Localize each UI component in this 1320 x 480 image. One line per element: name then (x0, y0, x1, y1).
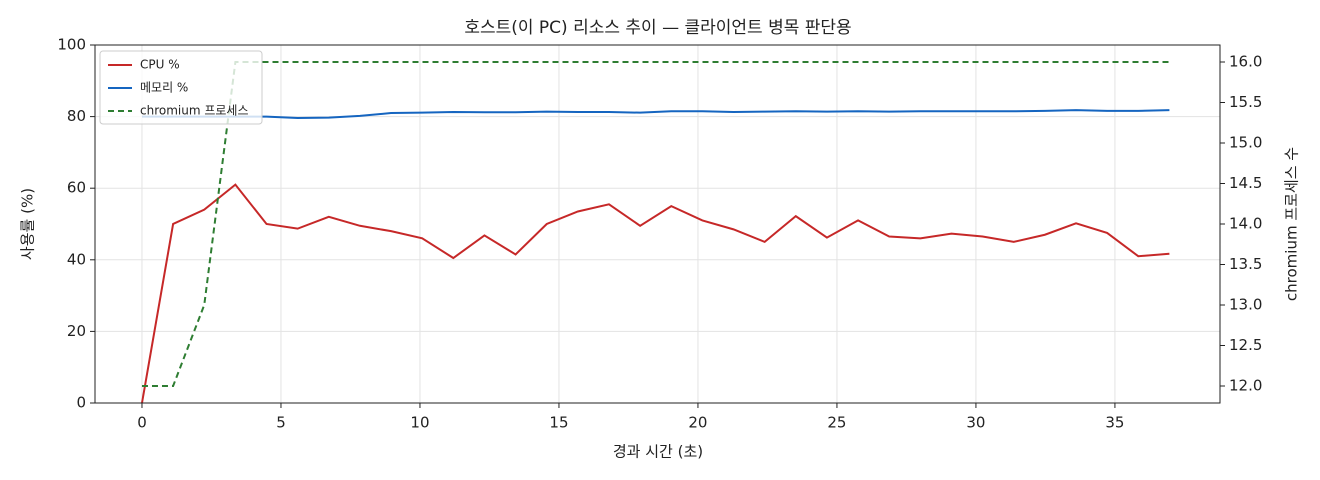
y-tick-label: 60 (67, 179, 86, 197)
plot-frame (94, 44, 1221, 404)
chart-title: 호스트(이 PC) 리소스 추이 — 클라이언트 병목 판단용 (464, 18, 851, 38)
x-tick-label: 5 (276, 414, 286, 432)
y2-axis-label: chromium 프로세스 수 (1283, 147, 1301, 301)
y-tick-label: 80 (67, 107, 86, 125)
y-tick-label: 40 (67, 250, 86, 268)
legend-label: 메모리 % (140, 81, 188, 95)
x-axis-label: 경과 시간 (초) (613, 443, 703, 461)
y-tick-label: 100 (57, 36, 86, 54)
y2-tick-label: 14.5 (1229, 174, 1262, 192)
y2-tick-label: 15.5 (1229, 93, 1262, 111)
y-tick-label: 0 (76, 394, 86, 412)
y2-tick-label: 13.5 (1229, 255, 1262, 273)
y2-tick-label: 12.5 (1229, 336, 1262, 354)
y2-tick-label: 15.0 (1229, 134, 1262, 152)
y2-tick-label: 14.0 (1229, 215, 1262, 233)
data-line (141, 109, 1170, 120)
legend-box (99, 50, 263, 125)
data-line (140, 183, 1170, 404)
x-tick-label: 35 (1105, 414, 1124, 432)
legend-label: chromium 프로세스 (140, 104, 249, 118)
x-tick-label: 0 (137, 414, 147, 432)
y-tick-label: 20 (67, 322, 86, 340)
y2-tick-label: 12.0 (1229, 376, 1262, 394)
x-tick-label: 15 (549, 414, 568, 432)
y-axis-label: 사용률 (%) (19, 188, 37, 260)
x-tick-label: 25 (827, 414, 846, 432)
y2-tick-label: 16.0 (1229, 53, 1262, 71)
x-tick-label: 10 (410, 414, 429, 432)
x-tick-label: 20 (688, 414, 707, 432)
legend-label: CPU % (140, 58, 180, 72)
x-tick-label: 30 (966, 414, 985, 432)
y2-tick-label: 13.0 (1229, 295, 1262, 313)
data-line (141, 61, 1170, 387)
